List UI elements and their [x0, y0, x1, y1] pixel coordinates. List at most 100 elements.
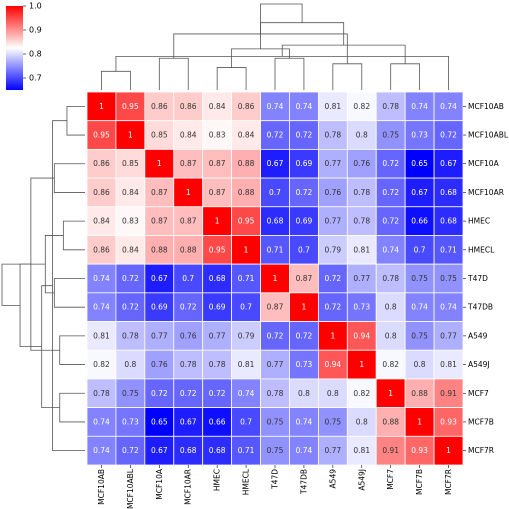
- heatmap-cell: [86, 235, 117, 265]
- heatmap-cell: [231, 206, 261, 236]
- heatmap-cell: [404, 292, 435, 322]
- cell-value-label: 1: [302, 303, 307, 312]
- cell-value-label: 0.66: [209, 417, 226, 426]
- dendrogram-link: [53, 278, 85, 308]
- heatmap-cell: [260, 91, 290, 122]
- cell-value-label: 0.74: [93, 446, 110, 455]
- cell-value-label: 0.93: [411, 446, 428, 455]
- heatmap-cell: [202, 177, 233, 208]
- heatmap-cell: [144, 177, 175, 208]
- heatmap-cell: [375, 206, 406, 236]
- dendrogram-link: [101, 70, 131, 90]
- cell-value-label: 0.68: [209, 274, 226, 283]
- heatmap-cell: [346, 321, 377, 351]
- cell-value-label: 0.77: [440, 331, 457, 340]
- cell-value-label: 1: [215, 217, 220, 226]
- cell-value-label: 0.72: [382, 159, 399, 168]
- colorbar-gradient: [6, 6, 23, 90]
- heatmap-cell: [202, 407, 233, 437]
- heatmap-cell: [433, 235, 464, 265]
- heatmap-cell: [375, 407, 406, 437]
- cell-value-label: 0.69: [296, 159, 313, 168]
- heatmap-cell: [375, 120, 406, 150]
- cell-value-label: 0.75: [382, 131, 399, 140]
- row-label: MCF10AR: [468, 188, 504, 197]
- heatmap-cell: [231, 407, 261, 437]
- cell-value-label: 0.76: [353, 159, 370, 168]
- cell-value-label: 0.8: [327, 389, 339, 398]
- cell-value-label: 0.81: [324, 102, 341, 111]
- heatmap-cell: [173, 349, 204, 380]
- heatmap-cell: [115, 206, 146, 236]
- heatmap-cell: [260, 235, 290, 265]
- cell-value-label: 0.72: [296, 131, 313, 140]
- cell-value-label: 0.83: [122, 217, 139, 226]
- heatmap-cell: [144, 321, 175, 351]
- row-labels: MCF10AB MCF10ABL MCF10A MCF10AR HMEC HMECL T47…: [463, 102, 509, 455]
- heatmap-cell: [231, 321, 261, 351]
- cell-value-label: 0.77: [324, 446, 341, 455]
- heatmap-cell: [115, 435, 146, 466]
- cell-value-label: 0.94: [353, 331, 370, 340]
- row-label: A549J: [468, 360, 490, 369]
- cell-value-label: 0.84: [209, 102, 226, 111]
- cell-value-label: 0.82: [93, 360, 110, 369]
- cell-value-label: 0.84: [180, 131, 197, 140]
- cell-value-label: 0.86: [238, 102, 255, 111]
- cell-value-label: 0.88: [151, 245, 168, 254]
- cell-value-label: 0.73: [296, 360, 313, 369]
- cell-value-label: 0.68: [209, 446, 226, 455]
- heatmap-cell: [202, 349, 233, 380]
- heatmap-cell: [86, 263, 117, 294]
- heatmap-cell: [144, 206, 175, 236]
- col-label: MCF7R: [444, 469, 453, 495]
- cell-value-label: 0.71: [238, 446, 255, 455]
- heatmap-cell: [173, 378, 204, 409]
- cell-value-label: 0.67: [151, 274, 168, 283]
- heatmap-cell: [86, 349, 117, 380]
- cell-value-label: 0.87: [209, 159, 226, 168]
- cell-value-label: 0.75: [267, 446, 284, 455]
- cell-value-label: 0.85: [151, 131, 168, 140]
- row-label: MCF10AB: [468, 102, 504, 111]
- row-label: MCF10A: [468, 159, 500, 168]
- cell-value-label: 0.75: [324, 417, 341, 426]
- cell-value-label: 0.74: [93, 417, 110, 426]
- heatmap-cell: [404, 120, 435, 150]
- cell-value-label: 0.67: [180, 417, 197, 426]
- colorbar-ticks: 1.0 0.9 0.8 0.7: [23, 2, 42, 83]
- cell-value-label: 0.77: [267, 360, 284, 369]
- cell-value-label: 0.8: [414, 360, 426, 369]
- col-label: MCF10A: [155, 468, 164, 500]
- cell-value-label: 0.78: [209, 360, 226, 369]
- cell-value-label: 0.78: [353, 217, 370, 226]
- dendrogram-link: [62, 220, 85, 251]
- cell-value-label: 0.79: [324, 245, 341, 254]
- row-label: A549: [468, 331, 488, 340]
- cell-value-label: 0.7: [269, 188, 281, 197]
- cell-value-label: 0.75: [411, 274, 428, 283]
- cell-value-label: 0.77: [151, 331, 168, 340]
- cell-value-label: 0.73: [353, 303, 370, 312]
- cell-value-label: 0.88: [180, 245, 197, 254]
- heatmap-cell: [404, 148, 435, 179]
- heatmap-cell: [433, 321, 464, 351]
- col-label: MCF7: [386, 469, 395, 490]
- heatmap-cell: [202, 91, 233, 122]
- heatmap-cell: [346, 349, 377, 380]
- cell-value-label: 0.74: [440, 102, 457, 111]
- cell-value-label: 1: [186, 188, 191, 197]
- row-label: HMECL: [468, 245, 495, 254]
- cell-value-label: 0.72: [122, 274, 139, 283]
- colorbar-tick-label: 0.7: [29, 74, 42, 83]
- cell-value-label: 0.78: [267, 389, 284, 398]
- left-dendrogram: [1, 105, 85, 452]
- row-label: MCF7R: [468, 446, 494, 455]
- heatmap-cell: [375, 378, 406, 409]
- cell-value-label: 0.74: [382, 245, 399, 254]
- dendrogram-link: [281, 44, 406, 64]
- cell-value-label: 0.8: [385, 303, 397, 312]
- cell-value-label: 0.87: [180, 159, 197, 168]
- cell-value-label: 0.8: [385, 331, 397, 340]
